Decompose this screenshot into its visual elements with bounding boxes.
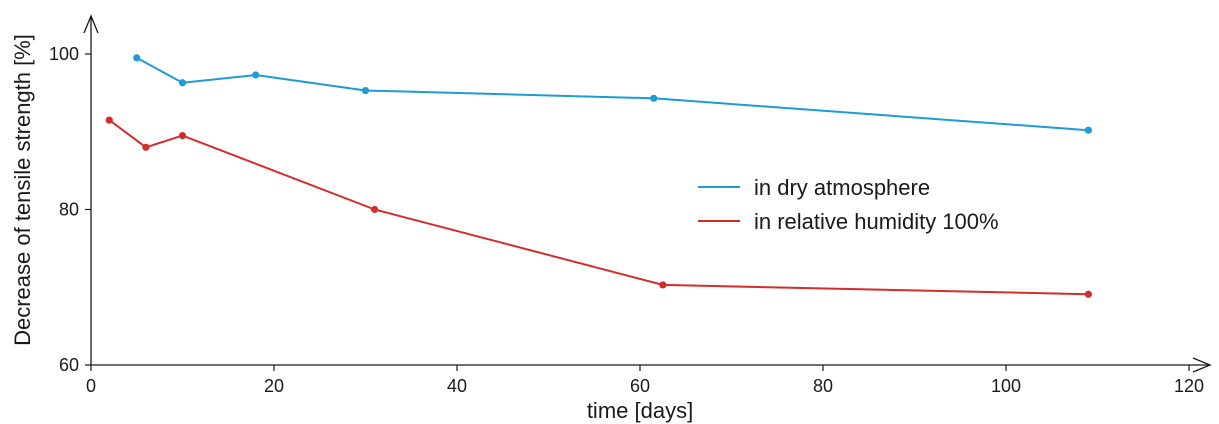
- data-point: [659, 281, 667, 289]
- data-point: [178, 132, 187, 140]
- y-tick-label-80: 80: [59, 200, 79, 220]
- x-tick-label-40: 40: [447, 376, 467, 396]
- data-point: [361, 86, 370, 95]
- data-point: [1084, 126, 1092, 134]
- data-point: [252, 71, 260, 79]
- y-tick-label-100: 100: [49, 44, 79, 64]
- series-1: [133, 54, 1092, 134]
- x-tick-label-60: 60: [630, 376, 650, 396]
- legend: in dry atmosphere in relative humidity 10…: [698, 175, 999, 234]
- x-axis-title: time [days]: [587, 398, 693, 423]
- data-point: [105, 116, 113, 124]
- data-point: [178, 79, 187, 87]
- y-axis-title: Decrease of tensile strength [%]: [10, 34, 35, 346]
- legend-label-2: in relative humidity 100%: [754, 209, 999, 234]
- x-tick-label-80: 80: [813, 376, 833, 396]
- ticks: 0 20 40 60 80 100 120 60 80 100: [49, 44, 1204, 396]
- series-layer: [105, 54, 1092, 298]
- series-line-1: [136, 57, 1089, 132]
- data-point: [1084, 290, 1092, 298]
- x-tick-label-0: 0: [86, 376, 96, 396]
- data-point: [371, 205, 379, 214]
- x-tick-label-20: 20: [264, 376, 284, 396]
- y-tick-label-60: 60: [59, 355, 79, 375]
- x-tick-label-120: 120: [1174, 376, 1204, 396]
- x-tick-label-100: 100: [991, 376, 1021, 396]
- data-point: [133, 54, 141, 62]
- axes: [83, 14, 1212, 373]
- x-axis-arrow: [1192, 357, 1212, 373]
- series-line-2: [108, 119, 1089, 296]
- series-2: [105, 116, 1092, 298]
- legend-label-1: in dry atmosphere: [754, 175, 930, 200]
- y-axis-arrow: [83, 14, 99, 34]
- data-point: [142, 143, 150, 151]
- data-point: [650, 94, 658, 102]
